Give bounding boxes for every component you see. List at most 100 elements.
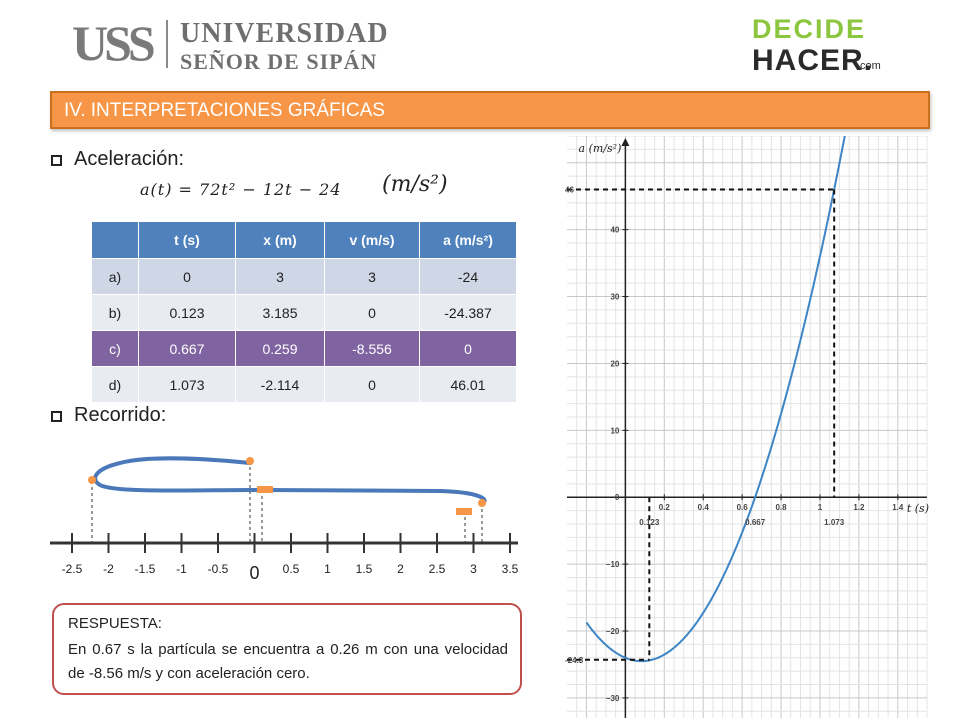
table-cell: 3 — [235, 258, 325, 295]
travel-heading: Recorrido: — [74, 404, 167, 426]
travel-marker — [456, 508, 472, 515]
table-cell: 0.259 — [235, 330, 325, 367]
travel-marker — [257, 486, 273, 493]
travel-marker — [246, 457, 254, 465]
y-tick-label: −20 — [606, 627, 620, 636]
number-line-tick-label: -1 — [176, 562, 187, 576]
acceleration-units: (m/s²) — [382, 172, 448, 197]
travel-marker — [478, 499, 486, 507]
table-cell: d) — [91, 366, 139, 403]
number-line-tick-label: -2.5 — [62, 562, 83, 576]
table-cell: 0 — [419, 330, 517, 367]
guide-x-label: 1.073 — [824, 518, 845, 527]
table-header-row: t (s) x (m) v (m/s) a (m/s²) — [91, 221, 517, 259]
y-tick-label: −30 — [606, 694, 620, 703]
table-header-cell: x (m) — [235, 221, 325, 259]
x-tick-label: 0.6 — [737, 503, 749, 512]
x-axis-title: t (s) — [907, 502, 929, 515]
decide-hacer-line1: DECIDE — [752, 14, 867, 44]
table-cell: -24 — [419, 258, 517, 295]
y-tick-label: 30 — [610, 293, 619, 302]
uss-logo-line2: SEÑOR DE SIPÁN — [180, 49, 378, 74]
y-tick-label: 10 — [610, 426, 619, 435]
table-header-cell: t (s) — [138, 221, 236, 259]
table-row: d) 1.073 -2.114 0 46.01 — [91, 366, 517, 403]
table-cell: 0 — [138, 258, 236, 295]
chart-guides: -24.3 0.123 0.667 46 1.073 — [565, 186, 845, 665]
answer-title: RESPUESTA: — [68, 615, 162, 632]
guide-x-label: 0.123 — [639, 518, 660, 527]
travel-path — [93, 456, 487, 505]
decide-hacer-logo: DECIDE HACER. com — [752, 14, 902, 77]
y-axis-title: a (m/s²) — [579, 142, 622, 155]
table-cell: 0 — [324, 294, 420, 331]
number-line-tick-label: 0.5 — [283, 562, 300, 576]
number-line-tick-label: 2 — [397, 562, 404, 576]
acceleration-heading: Aceleración: — [74, 148, 185, 170]
x-tick-label: 0.4 — [698, 503, 710, 512]
motion-table: t (s) x (m) v (m/s) a (m/s²) a) 0 3 3 -2… — [91, 221, 517, 403]
section-bar: IV. INTERPRETACIONES GRÁFICAS — [50, 91, 930, 129]
table-cell: 0.667 — [138, 330, 236, 367]
table-cell: -8.556 — [324, 330, 420, 367]
table-row: b) 0.123 3.185 0 -24.387 — [91, 294, 517, 331]
guide-y-label: 46 — [565, 186, 574, 195]
number-line-tick-label: 0 — [249, 563, 259, 583]
table-cell: 0.123 — [138, 294, 236, 331]
logo-divider — [166, 20, 168, 68]
uss-logo: USS UNIVERSIDAD SEÑOR DE SIPÁN — [72, 14, 402, 74]
number-line-tick-label: 2.5 — [429, 562, 446, 576]
x-tick-label: 1 — [818, 503, 823, 512]
table-cell: 46.01 — [419, 366, 517, 403]
bullet-checkbox-icon — [51, 155, 62, 166]
chart-grid — [567, 136, 928, 718]
guide-y-label: -24.3 — [565, 656, 584, 665]
y-axis-arrow-icon — [621, 138, 630, 146]
acceleration-curve — [585, 136, 846, 663]
table-row: a) 0 3 3 -24 — [91, 258, 517, 295]
y-tick-label: 40 — [610, 226, 619, 235]
number-line-ticks: -2.5 -2 -1.5 -1 -0.5 0 0.5 1 1.5 2 2.5 3 3.5 — [62, 533, 519, 583]
number-line-tick-label: 3.5 — [502, 562, 519, 576]
uss-logo-mark: USS — [72, 15, 156, 71]
table-row-highlighted: c) 0.667 0.259 -8.556 0 — [91, 330, 517, 367]
table-cell: 3 — [324, 258, 420, 295]
travel-guides — [91, 461, 483, 543]
answer-box: RESPUESTA: En 0.67 s la partícula se enc… — [52, 603, 522, 695]
bullet-checkbox-icon — [51, 411, 62, 422]
table-cell: a) — [91, 258, 139, 295]
decide-hacer-line2: HACER. — [752, 44, 874, 77]
x-tick-label: 1.4 — [892, 503, 904, 512]
decide-hacer-domain: com — [860, 60, 881, 72]
table-header-cell — [91, 221, 139, 259]
number-line-tick-label: 1 — [324, 562, 331, 576]
y-tick-label: −10 — [606, 560, 620, 569]
acceleration-equation: a(t) = 72t² − 12t − 24 — [140, 180, 342, 199]
x-tick-label: 1.2 — [853, 503, 865, 512]
answer-text: En 0.67 s la partícula se encuentra a 0.… — [68, 641, 508, 682]
travel-marker — [88, 476, 96, 484]
table-cell: -24.387 — [419, 294, 517, 331]
travel-diagram: -2.5 -2 -1.5 -1 -0.5 0 0.5 1 1.5 2 2.5 3 3.5 — [50, 456, 519, 583]
table-cell: 1.073 — [138, 366, 236, 403]
table-cell: 3.185 — [235, 294, 325, 331]
number-line-tick-label: 1.5 — [356, 562, 373, 576]
table-cell: 0 — [324, 366, 420, 403]
number-line-tick-label: 3 — [470, 562, 477, 576]
table-header-cell: a (m/s²) — [419, 221, 517, 259]
table-cell: -2.114 — [235, 366, 325, 403]
table-cell: c) — [91, 330, 139, 367]
chart-background — [545, 136, 937, 718]
guide-x-label: 0.667 — [745, 518, 766, 527]
uss-logo-line1: UNIVERSIDAD — [180, 18, 389, 49]
origin-label: 0 — [615, 493, 620, 502]
number-line-tick-label: -2 — [103, 562, 114, 576]
x-tick-label: 0.8 — [775, 503, 787, 512]
table-cell: b) — [91, 294, 139, 331]
number-line-tick-label: -0.5 — [208, 562, 229, 576]
acceleration-chart: 0.2 0.4 0.6 0.8 1 1.2 1.4 0 −30 −20 −10 10 20 30 40 a (… — [545, 136, 937, 718]
x-tick-label: 0.2 — [659, 503, 671, 512]
section-title: IV. INTERPRETACIONES GRÁFICAS — [64, 100, 385, 121]
y-tick-label: 20 — [610, 359, 619, 368]
number-line-tick-label: -1.5 — [135, 562, 156, 576]
